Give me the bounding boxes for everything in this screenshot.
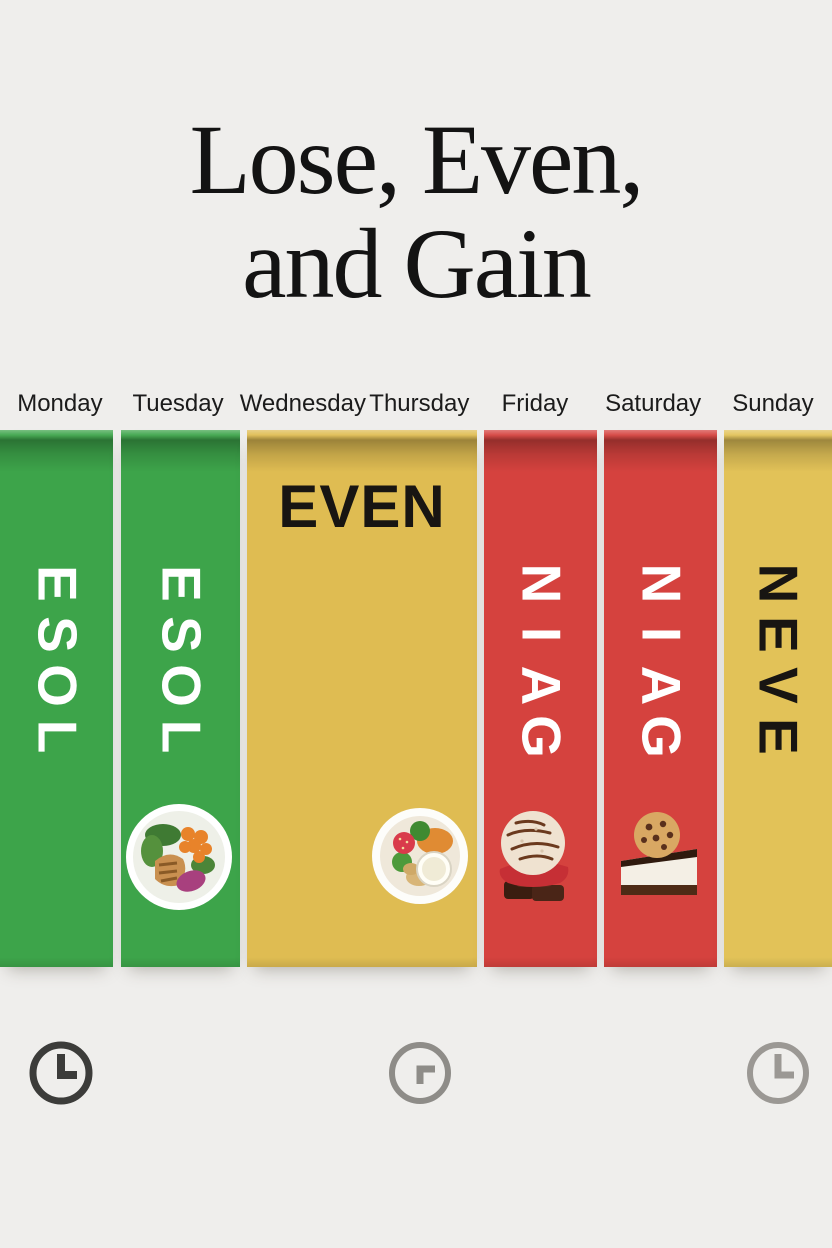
ribbon-letter: N <box>510 563 572 604</box>
day-label-thursday: Thursday <box>369 390 470 417</box>
day-label-sunday: Sunday <box>732 390 814 417</box>
ice-cream-chocolate-image <box>499 811 568 901</box>
day-label-tuesday: Tuesday <box>132 390 224 417</box>
cheesecake-cookie-image <box>621 812 698 895</box>
day-labels: Monday Tuesday Wednesday Thursday Friday… <box>0 390 832 422</box>
band-wednesday-thursday-even: EVEN <box>247 430 477 967</box>
ribbon-letter: E <box>26 565 88 602</box>
day-label-saturday: Saturday <box>605 390 702 417</box>
clock-icon <box>389 1042 451 1104</box>
band-wednesday-thursday-label: EVEN <box>278 473 446 540</box>
healthy-meal-bowl-image <box>126 804 233 910</box>
clock-icon <box>29 1041 93 1105</box>
ribbon-letter: N <box>747 563 810 604</box>
ribbon-letter: E <box>150 565 212 602</box>
clock-icon <box>747 1042 809 1104</box>
page-title-line1: Lose, Even, <box>189 104 645 215</box>
day-label-wednesday: Wednesday <box>239 390 366 417</box>
page-title-line2: and Gain <box>242 208 592 319</box>
page-title: Lose, Even, and Gain <box>0 108 832 316</box>
balanced-snack-bowl-image <box>371 808 468 904</box>
day-label-friday: Friday <box>501 390 569 417</box>
day-label-monday: Monday <box>17 390 103 417</box>
ribbon-letter: N <box>630 563 692 604</box>
